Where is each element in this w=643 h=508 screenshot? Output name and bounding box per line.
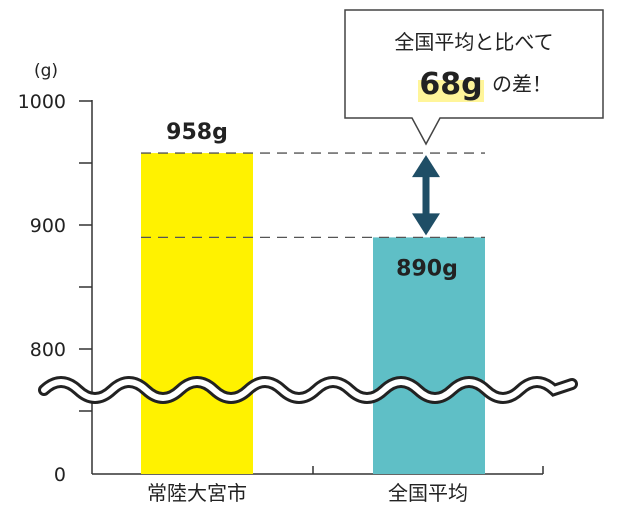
axis-break-wave (38, 376, 578, 404)
x-ticks (312, 466, 544, 474)
callout-bubble (344, 9, 604, 146)
bar-hitachiomiya (141, 153, 253, 474)
difference-arrow-head-up (412, 155, 440, 178)
y-tick-label-900: 900 (30, 215, 66, 237)
difference-arrow (412, 155, 440, 236)
value-label-hitachiomiya: 958g (166, 120, 228, 145)
y-ticks (79, 100, 92, 412)
y-tick-label-800: 800 (30, 339, 66, 361)
bar-national-average (373, 237, 485, 474)
value-label-national-average: 890g (396, 256, 458, 281)
callout-highlight (418, 80, 484, 102)
y-unit-label: (g) (34, 61, 58, 81)
callout-difference-value: 68g (419, 67, 482, 102)
y-tick-label-0: 0 (54, 464, 66, 486)
category-label-national-average: 全国平均 (388, 481, 468, 505)
callout-line1: 全国平均と比べて (394, 30, 553, 54)
callout-suffix: の差！ (492, 72, 552, 96)
category-label-hitachiomiya: 常陸大宮市 (147, 481, 247, 505)
y-tick-label-1000: 1000 (18, 91, 66, 113)
difference-arrow-head-down (412, 213, 440, 236)
